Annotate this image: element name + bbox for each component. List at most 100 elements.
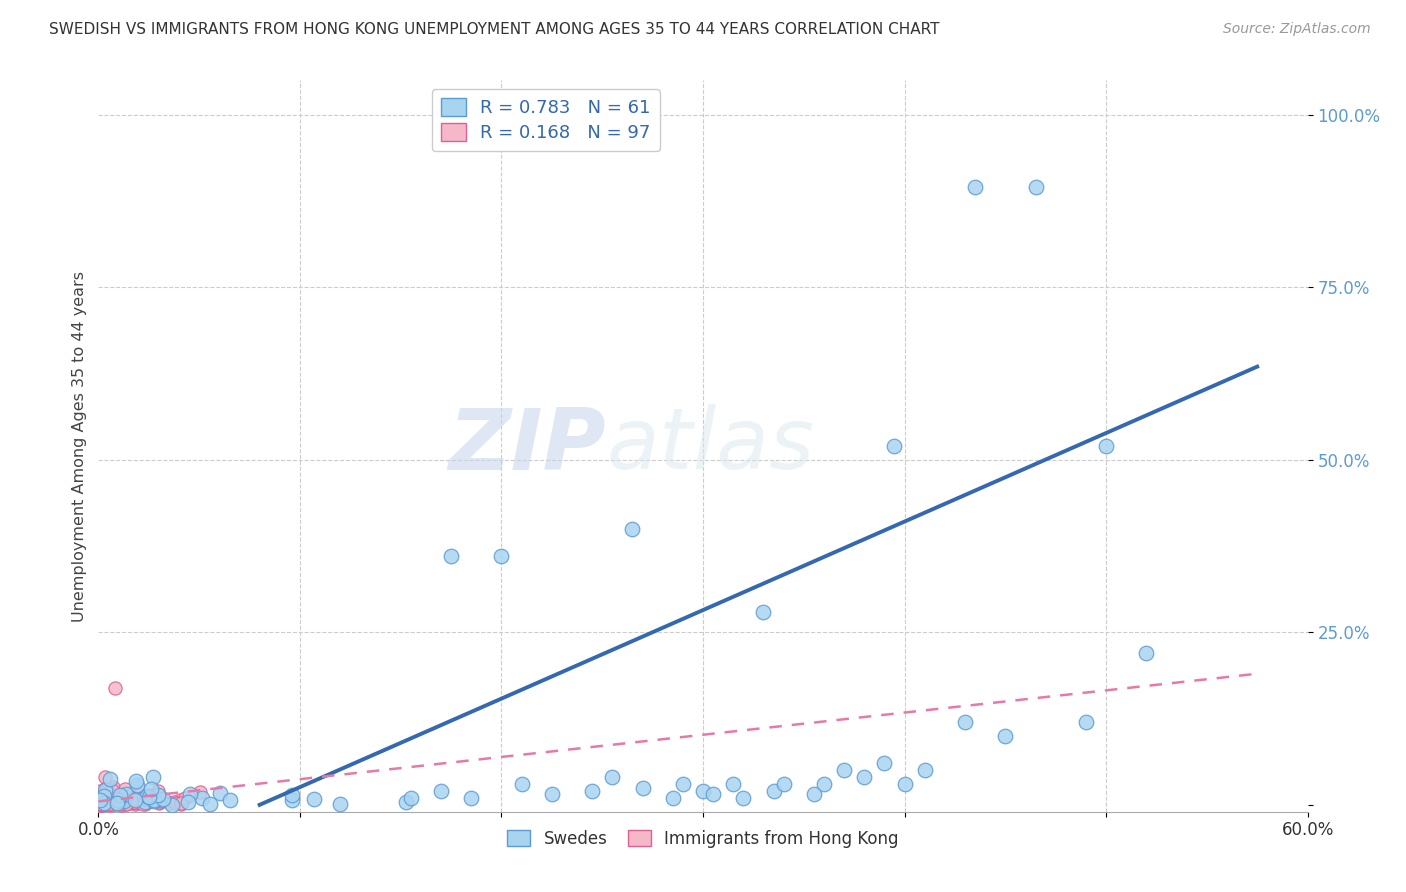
Point: [104, 797, 127, 811]
Point: [148, 797, 170, 811]
Point: [98, 790, 121, 805]
Point: [114, 787, 136, 801]
Point: [93, 796, 115, 810]
Point: [146, 789, 169, 803]
Point: [96, 797, 118, 811]
Point: [440, 549, 463, 564]
Point: [115, 797, 138, 811]
Point: [112, 788, 135, 802]
Point: [143, 794, 166, 808]
Point: [94, 770, 117, 784]
Point: [93, 785, 115, 799]
Point: [121, 788, 143, 802]
Point: [97, 789, 120, 804]
Point: [91, 797, 114, 812]
Point: [129, 792, 152, 806]
Point: [169, 793, 191, 807]
Point: [138, 790, 160, 805]
Point: [89, 797, 111, 812]
Point: [100, 797, 122, 811]
Point: [91, 796, 114, 810]
Point: [91, 797, 114, 812]
Point: [94, 794, 117, 808]
Point: [733, 791, 755, 805]
Point: [772, 777, 794, 791]
Point: [112, 797, 135, 811]
Point: [302, 791, 325, 805]
Point: [115, 796, 138, 810]
Point: [159, 796, 181, 810]
Point: [672, 777, 695, 791]
Point: [143, 793, 166, 807]
Point: [94, 796, 117, 810]
Text: Source: ZipAtlas.com: Source: ZipAtlas.com: [1223, 22, 1371, 37]
Point: [723, 777, 745, 791]
Point: [97, 797, 120, 811]
Point: [752, 605, 775, 619]
Point: [89, 793, 111, 807]
Text: atlas: atlas: [606, 404, 814, 488]
Point: [90, 797, 112, 812]
Point: [179, 787, 201, 801]
Point: [209, 786, 232, 800]
Point: [150, 793, 173, 807]
Point: [832, 764, 855, 778]
Point: [94, 797, 117, 812]
Point: [124, 792, 146, 806]
Point: [621, 522, 644, 536]
Point: [110, 796, 132, 810]
Point: [200, 797, 222, 812]
Point: [98, 790, 121, 805]
Point: [104, 791, 127, 805]
Point: [107, 791, 129, 805]
Point: [94, 797, 117, 811]
Point: [965, 180, 987, 194]
Point: [762, 784, 785, 798]
Point: [89, 794, 111, 808]
Point: [97, 791, 120, 805]
Point: [107, 797, 129, 811]
Point: [117, 793, 139, 807]
Point: [873, 756, 896, 771]
Point: [107, 795, 129, 809]
Point: [107, 793, 129, 807]
Point: [1074, 714, 1097, 729]
Point: [101, 797, 124, 811]
Point: [117, 789, 139, 803]
Point: [94, 792, 117, 806]
Point: [329, 797, 352, 811]
Point: [152, 791, 174, 805]
Point: [138, 795, 160, 809]
Point: [134, 795, 156, 809]
Point: [132, 791, 155, 805]
Point: [124, 797, 146, 812]
Point: [853, 770, 876, 784]
Point: [122, 791, 145, 805]
Point: [110, 797, 132, 811]
Point: [169, 796, 191, 810]
Point: [101, 780, 124, 794]
Point: [540, 788, 562, 802]
Point: [188, 784, 211, 798]
Point: [115, 790, 138, 805]
Point: [953, 714, 976, 729]
Point: [994, 729, 1017, 743]
Text: ZIP: ZIP: [449, 404, 606, 488]
Point: [803, 788, 825, 802]
Point: [94, 789, 117, 804]
Point: [399, 791, 422, 805]
Point: [142, 770, 165, 784]
Point: [89, 791, 111, 805]
Point: [139, 782, 162, 797]
Point: [87, 797, 110, 812]
Point: [170, 797, 193, 811]
Point: [602, 770, 624, 784]
Point: [395, 795, 418, 809]
Point: [124, 797, 146, 811]
Point: [96, 781, 118, 796]
Point: [112, 794, 135, 808]
Point: [162, 797, 184, 812]
Point: [91, 795, 114, 809]
Point: [105, 796, 128, 810]
Y-axis label: Unemployment Among Ages 35 to 44 years: Unemployment Among Ages 35 to 44 years: [72, 270, 87, 622]
